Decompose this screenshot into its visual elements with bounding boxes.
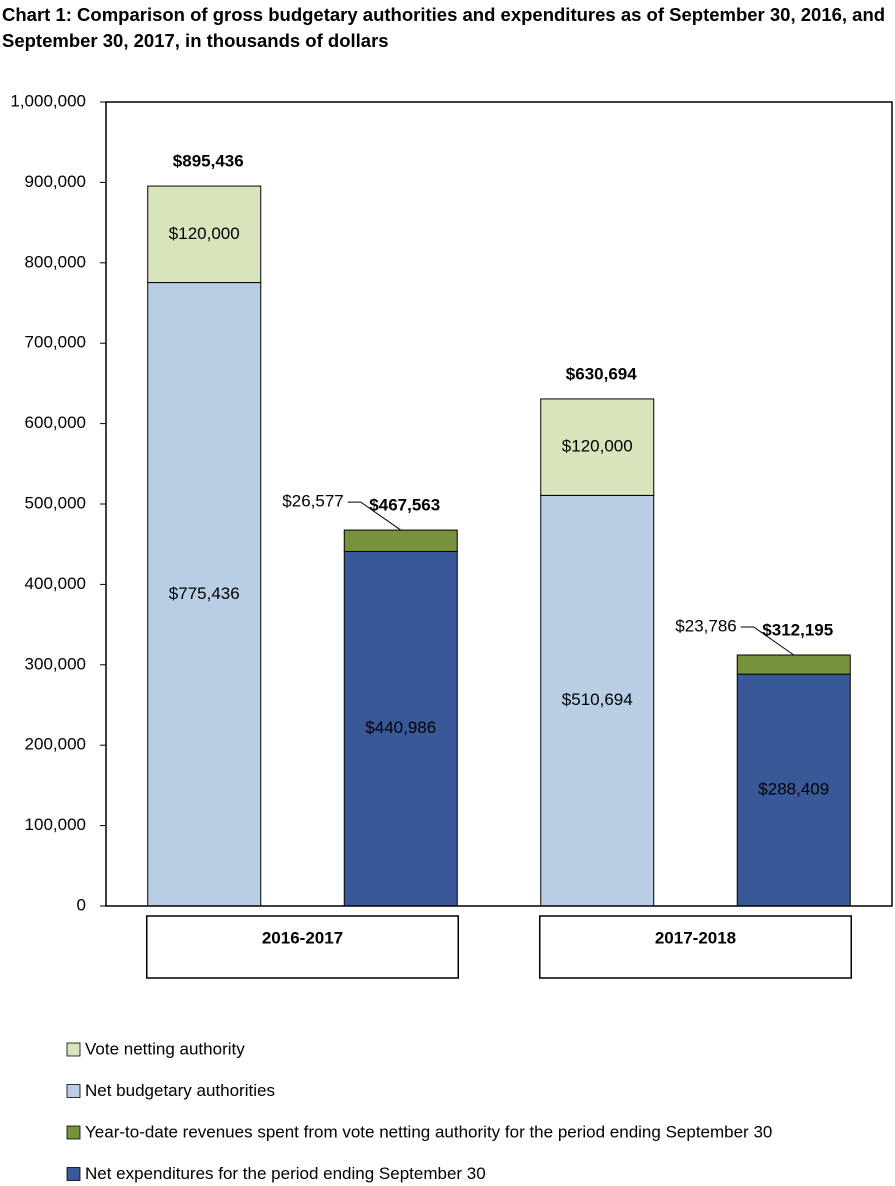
value-label: $288,409 — [758, 780, 829, 799]
y-tick-label: 400,000 — [25, 574, 86, 593]
plot-frame — [105, 101, 893, 907]
legend-label: Year-to-date revenues spent from vote ne… — [85, 1122, 772, 1141]
value-label: $440,986 — [365, 718, 436, 737]
bar-segment — [343, 550, 458, 907]
y-tick-label: 500,000 — [25, 493, 86, 512]
total-label: $630,694 — [566, 364, 637, 383]
bar-segment — [343, 529, 458, 552]
group-box — [146, 915, 459, 979]
group-label: 2017-2018 — [655, 928, 736, 947]
bar-segment — [540, 494, 655, 907]
legend-swatch — [66, 1125, 81, 1140]
y-tick-label: 100,000 — [25, 815, 86, 834]
total-label: $312,195 — [762, 620, 833, 639]
y-tick-label: 900,000 — [25, 172, 86, 191]
legend-swatch — [66, 1042, 81, 1057]
bar-segment — [147, 185, 262, 284]
legend-label: Net expenditures for the period ending S… — [85, 1164, 486, 1183]
leader-line — [740, 626, 795, 656]
legend-swatch — [66, 1167, 81, 1181]
value-label: $23,786 — [675, 616, 736, 635]
y-tick-label: 0 — [77, 895, 86, 914]
y-tick-label: 1,000,000 — [10, 91, 86, 110]
bar-segment — [540, 398, 655, 496]
leader-line — [347, 501, 402, 531]
value-label: $26,577 — [282, 492, 343, 511]
y-tick-label: 700,000 — [25, 333, 86, 352]
legend-label: Net budgetary authorities — [85, 1081, 275, 1100]
y-tick-label: 300,000 — [25, 654, 86, 673]
bar-segment — [736, 654, 851, 675]
chart-title: Chart 1: Comparison of gross budgetary a… — [2, 4, 886, 51]
legend-swatch — [66, 1084, 81, 1098]
value-label: $510,694 — [562, 690, 633, 709]
bar-segment — [736, 673, 851, 907]
y-tick-label: 200,000 — [25, 735, 86, 754]
total-label: $895,436 — [173, 152, 244, 171]
value-label: $120,000 — [169, 224, 240, 243]
value-label: $120,000 — [562, 437, 633, 456]
y-tick-label: 600,000 — [25, 413, 86, 432]
group-box — [539, 915, 852, 979]
group-label: 2016-2017 — [262, 928, 343, 947]
legend-label: Vote netting authority — [85, 1039, 245, 1058]
value-label: $775,436 — [169, 584, 240, 603]
bar-segment — [147, 282, 262, 907]
total-label: $467,563 — [369, 496, 440, 515]
y-tick-label: 800,000 — [25, 252, 86, 271]
